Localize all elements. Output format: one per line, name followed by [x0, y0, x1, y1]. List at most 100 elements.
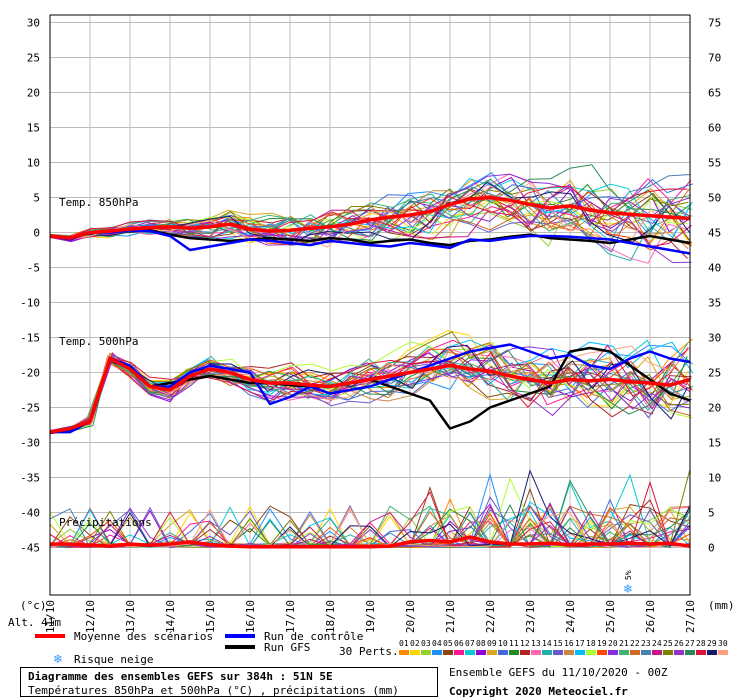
- y-tick-right: 10: [708, 472, 721, 485]
- pert-legend-label: 20: [608, 639, 618, 648]
- legend-gfs-label: Run GFS: [264, 641, 310, 654]
- pert-legend-swatch: [608, 650, 618, 655]
- pert-legend-label: 14: [542, 639, 552, 648]
- x-tick-label: 18/10: [324, 600, 337, 633]
- pert-legend-label: 02: [410, 639, 420, 648]
- pert-legend-swatch: [586, 650, 596, 655]
- y-tick-left: 0: [33, 227, 40, 240]
- pert-legend-swatch: [410, 650, 420, 655]
- pert-legend-swatch: [454, 650, 464, 655]
- y-tick-right: 5: [708, 507, 715, 520]
- perturbation-precip-line: [49, 505, 691, 548]
- x-tick-label: 14/10: [164, 600, 177, 633]
- pert-legend-label: 16: [564, 639, 574, 648]
- y-tick-left: -15: [20, 332, 40, 345]
- x-tick-label: 22/10: [484, 600, 497, 633]
- y-tick-right: 0: [708, 542, 715, 555]
- pert-legend-label: 18: [586, 639, 596, 648]
- pert-legend-swatch: [465, 650, 475, 655]
- y-tick-left: 25: [27, 52, 40, 65]
- y-tick-right: 25: [708, 367, 721, 380]
- pert-legend-swatch: [641, 650, 651, 655]
- y-tick-left: 20: [27, 87, 40, 100]
- pert-legend-swatch: [575, 650, 585, 655]
- x-tick-label: 12/10: [84, 600, 97, 633]
- y-tick-right: 45: [708, 227, 721, 240]
- x-tick-label: 25/10: [604, 600, 617, 633]
- pert-legend-swatch: [509, 650, 519, 655]
- y-tick-left: 5: [33, 192, 40, 205]
- y-tick-left: 10: [27, 157, 40, 170]
- x-tick-label: 27/10: [684, 600, 697, 633]
- x-tick-label: 20/10: [404, 600, 417, 633]
- footer-box: Diagramme des ensembles GEFS sur 384h : …: [20, 667, 438, 697]
- pert-legend-label: 26: [674, 639, 684, 648]
- snow-percent-label: 5%: [624, 570, 633, 580]
- perturbation-legend: 01 02 03 04 05 06 07 08 09 10 11 12 13 14 15 16 17 18 19 20…: [399, 639, 728, 655]
- pert-legend-swatch: [652, 650, 662, 655]
- legend-perts-label: 30 Perts.: [339, 645, 399, 658]
- x-tick-label: 26/10: [644, 600, 657, 633]
- pert-legend-swatch: [542, 650, 552, 655]
- perturbation-line: [49, 346, 691, 431]
- y-tick-right: 40: [708, 262, 721, 275]
- y-tick-left: -30: [20, 437, 40, 450]
- pert-legend-swatch: [685, 650, 695, 655]
- y-tick-right: 30: [708, 332, 721, 345]
- legend-snow-label: Risque neige: [74, 653, 153, 666]
- pert-legend-label: 12: [520, 639, 530, 648]
- pert-legend-label: 13: [531, 639, 541, 648]
- pert-legend-label: 04: [432, 639, 442, 648]
- pert-legend-swatch: [443, 650, 453, 655]
- y-tick-right: 15: [708, 437, 721, 450]
- temp850-label: Temp. 850hPa: [59, 196, 138, 209]
- unit-right-label: (mm): [708, 599, 735, 612]
- pert-legend-label: 11: [509, 639, 519, 648]
- pert-legend-swatch: [696, 650, 706, 655]
- legend-control-label: Run de contrôle: [264, 630, 363, 643]
- y-tick-right: 75: [708, 17, 721, 30]
- x-axis: 11/10 12/10 13/10 14/10 15/10 16/10 17/10 18/10…: [44, 600, 697, 633]
- pert-legend-label: 01: [399, 639, 409, 648]
- x-tick-label: 15/10: [204, 600, 217, 633]
- pert-legend-label: 05: [443, 639, 453, 648]
- pert-legend-label: 22: [630, 639, 640, 648]
- y-tick-left: 15: [27, 122, 40, 135]
- y-tick-left: 30: [27, 17, 40, 30]
- pert-legend-label: 19: [597, 639, 607, 648]
- altitude-label: Alt. 41m: [8, 616, 61, 629]
- pert-legend-label: 29: [707, 639, 717, 648]
- pert-legend-swatch: [718, 650, 728, 655]
- pert-legend-swatch: [707, 650, 717, 655]
- pert-legend-label: 17: [575, 639, 585, 648]
- legend: Moyenne des scénarios Run de contrôle Ru…: [35, 630, 728, 666]
- plot-border: [49, 14, 691, 596]
- pert-legend-swatch: [630, 650, 640, 655]
- pert-legend-label: 28: [696, 639, 706, 648]
- pert-legend-swatch: [553, 650, 563, 655]
- y-tick-right: 65: [708, 87, 721, 100]
- footer-title: Diagramme des ensembles GEFS sur 384h : …: [28, 670, 333, 683]
- pert-legend-label: 27: [685, 639, 695, 648]
- pert-legend-label: 24: [652, 639, 662, 648]
- pert-legend-swatch: [487, 650, 497, 655]
- snow-risk-marker: 5% ❄: [623, 570, 633, 596]
- perturbation-line: [49, 181, 690, 248]
- perturbation-line: [49, 331, 690, 432]
- temp500-label: Temp. 500hPa: [59, 335, 138, 348]
- y-tick-right: 60: [708, 122, 721, 135]
- unit-left-label: (°c): [20, 599, 47, 612]
- perturbation-line: [49, 190, 692, 240]
- footer-subtitle: Températures 850hPa et 500hPa (°C) , pré…: [28, 684, 399, 697]
- x-tick-label: 19/10: [364, 600, 377, 633]
- series-line-500hPa: [49, 356, 691, 434]
- pert-legend-swatch: [531, 650, 541, 655]
- x-tick-label: 16/10: [244, 600, 257, 633]
- x-tick-label: 21/10: [444, 600, 457, 633]
- x-tick-label: 23/10: [524, 600, 537, 633]
- main-series-lines: [49, 195, 691, 549]
- pert-legend-swatch: [597, 650, 607, 655]
- y-tick-left: -35: [20, 472, 40, 485]
- pert-legend-label: 06: [454, 639, 464, 648]
- y-tick-right: 50: [708, 192, 721, 205]
